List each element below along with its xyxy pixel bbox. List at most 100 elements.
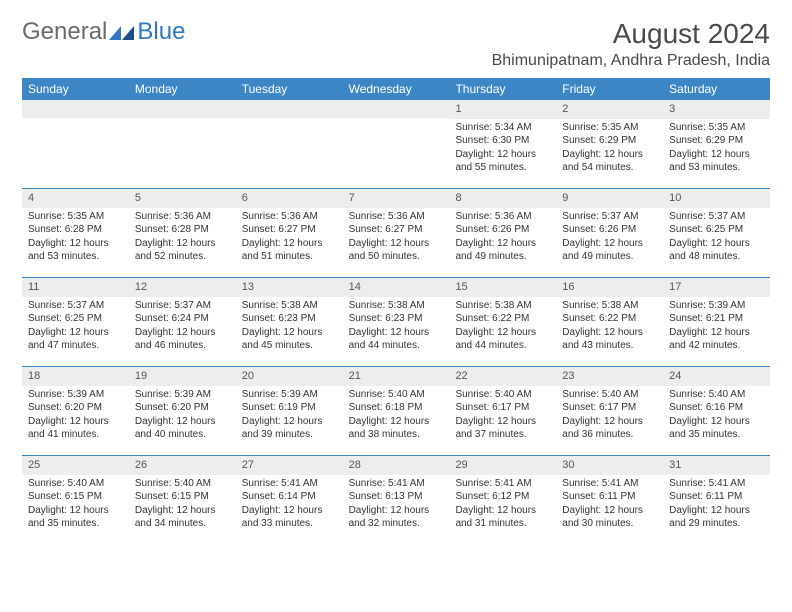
week-row: 25Sunrise: 5:40 AMSunset: 6:15 PMDayligh… [22, 455, 770, 544]
day-number: 15 [449, 278, 556, 297]
sunset-text: Sunset: 6:29 PM [562, 134, 657, 148]
sunrise-text: Sunrise: 5:36 AM [455, 210, 550, 224]
daylight-text: Daylight: 12 hours and 42 minutes. [669, 326, 764, 353]
day-body: Sunrise: 5:36 AMSunset: 6:27 PMDaylight:… [236, 208, 343, 268]
daylight-text: Daylight: 12 hours and 40 minutes. [135, 415, 230, 442]
daylight-text: Daylight: 12 hours and 46 minutes. [135, 326, 230, 353]
sunset-text: Sunset: 6:26 PM [455, 223, 550, 237]
daylight-text: Daylight: 12 hours and 41 minutes. [28, 415, 123, 442]
day-body: Sunrise: 5:34 AMSunset: 6:30 PMDaylight:… [449, 119, 556, 179]
day-number: 27 [236, 456, 343, 475]
calendar: Sunday Monday Tuesday Wednesday Thursday… [22, 78, 770, 544]
day-body: Sunrise: 5:37 AMSunset: 6:25 PMDaylight:… [22, 297, 129, 357]
day-cell: 16Sunrise: 5:38 AMSunset: 6:22 PMDayligh… [556, 278, 663, 366]
day-body: Sunrise: 5:37 AMSunset: 6:26 PMDaylight:… [556, 208, 663, 268]
sunset-text: Sunset: 6:22 PM [562, 312, 657, 326]
day-number: 23 [556, 367, 663, 386]
sunset-text: Sunset: 6:20 PM [135, 401, 230, 415]
sunrise-text: Sunrise: 5:40 AM [28, 477, 123, 491]
daylight-text: Daylight: 12 hours and 53 minutes. [28, 237, 123, 264]
day-number: 4 [22, 189, 129, 208]
sunset-text: Sunset: 6:30 PM [455, 134, 550, 148]
sunset-text: Sunset: 6:21 PM [669, 312, 764, 326]
day-number: 21 [343, 367, 450, 386]
day-cell: 15Sunrise: 5:38 AMSunset: 6:22 PMDayligh… [449, 278, 556, 366]
daylight-text: Daylight: 12 hours and 30 minutes. [562, 504, 657, 531]
sunrise-text: Sunrise: 5:40 AM [455, 388, 550, 402]
day-cell: 21Sunrise: 5:40 AMSunset: 6:18 PMDayligh… [343, 367, 450, 455]
sunrise-text: Sunrise: 5:37 AM [562, 210, 657, 224]
week-row: 11Sunrise: 5:37 AMSunset: 6:25 PMDayligh… [22, 277, 770, 366]
sunrise-text: Sunrise: 5:34 AM [455, 121, 550, 135]
sunset-text: Sunset: 6:17 PM [455, 401, 550, 415]
day-body: Sunrise: 5:35 AMSunset: 6:29 PMDaylight:… [663, 119, 770, 179]
logo-triangle-icon [109, 22, 135, 42]
day-number: 20 [236, 367, 343, 386]
daylight-text: Daylight: 12 hours and 54 minutes. [562, 148, 657, 175]
sunrise-text: Sunrise: 5:40 AM [135, 477, 230, 491]
daylight-text: Daylight: 12 hours and 50 minutes. [349, 237, 444, 264]
daylight-text: Daylight: 12 hours and 44 minutes. [455, 326, 550, 353]
sunrise-text: Sunrise: 5:37 AM [669, 210, 764, 224]
day-cell: 23Sunrise: 5:40 AMSunset: 6:17 PMDayligh… [556, 367, 663, 455]
day-number: 22 [449, 367, 556, 386]
day-number: 13 [236, 278, 343, 297]
day-body: Sunrise: 5:41 AMSunset: 6:11 PMDaylight:… [663, 475, 770, 535]
daylight-text: Daylight: 12 hours and 36 minutes. [562, 415, 657, 442]
daylight-text: Daylight: 12 hours and 53 minutes. [669, 148, 764, 175]
daylight-text: Daylight: 12 hours and 43 minutes. [562, 326, 657, 353]
day-number: 26 [129, 456, 236, 475]
day-number [236, 100, 343, 118]
sunset-text: Sunset: 6:15 PM [28, 490, 123, 504]
logo-text-blue: Blue [137, 18, 185, 46]
day-number: 5 [129, 189, 236, 208]
sunrise-text: Sunrise: 5:36 AM [349, 210, 444, 224]
daylight-text: Daylight: 12 hours and 37 minutes. [455, 415, 550, 442]
day-cell: 19Sunrise: 5:39 AMSunset: 6:20 PMDayligh… [129, 367, 236, 455]
day-number: 29 [449, 456, 556, 475]
sunset-text: Sunset: 6:15 PM [135, 490, 230, 504]
sunrise-text: Sunrise: 5:39 AM [242, 388, 337, 402]
sunrise-text: Sunrise: 5:35 AM [28, 210, 123, 224]
day-number: 7 [343, 189, 450, 208]
day-of-week-header: Sunday Monday Tuesday Wednesday Thursday… [22, 78, 770, 100]
sunrise-text: Sunrise: 5:38 AM [349, 299, 444, 313]
day-cell [22, 100, 129, 188]
sunset-text: Sunset: 6:24 PM [135, 312, 230, 326]
day-cell: 14Sunrise: 5:38 AMSunset: 6:23 PMDayligh… [343, 278, 450, 366]
day-cell: 1Sunrise: 5:34 AMSunset: 6:30 PMDaylight… [449, 100, 556, 188]
day-body: Sunrise: 5:39 AMSunset: 6:21 PMDaylight:… [663, 297, 770, 357]
day-cell [236, 100, 343, 188]
day-cell: 7Sunrise: 5:36 AMSunset: 6:27 PMDaylight… [343, 189, 450, 277]
logo: General Blue [22, 18, 185, 46]
sunrise-text: Sunrise: 5:36 AM [242, 210, 337, 224]
day-cell: 28Sunrise: 5:41 AMSunset: 6:13 PMDayligh… [343, 456, 450, 544]
day-body: Sunrise: 5:39 AMSunset: 6:20 PMDaylight:… [129, 386, 236, 446]
day-number: 24 [663, 367, 770, 386]
sunrise-text: Sunrise: 5:39 AM [28, 388, 123, 402]
day-number: 3 [663, 100, 770, 119]
day-body: Sunrise: 5:41 AMSunset: 6:11 PMDaylight:… [556, 475, 663, 535]
daylight-text: Daylight: 12 hours and 33 minutes. [242, 504, 337, 531]
day-body: Sunrise: 5:38 AMSunset: 6:22 PMDaylight:… [449, 297, 556, 357]
month-title: August 2024 [492, 18, 770, 50]
sunrise-text: Sunrise: 5:35 AM [562, 121, 657, 135]
sunset-text: Sunset: 6:14 PM [242, 490, 337, 504]
day-cell: 8Sunrise: 5:36 AMSunset: 6:26 PMDaylight… [449, 189, 556, 277]
day-number: 14 [343, 278, 450, 297]
sunrise-text: Sunrise: 5:40 AM [349, 388, 444, 402]
day-number: 2 [556, 100, 663, 119]
day-number: 28 [343, 456, 450, 475]
day-cell: 11Sunrise: 5:37 AMSunset: 6:25 PMDayligh… [22, 278, 129, 366]
daylight-text: Daylight: 12 hours and 44 minutes. [349, 326, 444, 353]
day-body: Sunrise: 5:41 AMSunset: 6:14 PMDaylight:… [236, 475, 343, 535]
dow-tuesday: Tuesday [236, 78, 343, 100]
day-cell: 2 Sunrise: 5:35 AMSunset: 6:29 PMDaylight… [556, 100, 663, 188]
daylight-text: Daylight: 12 hours and 51 minutes. [242, 237, 337, 264]
day-cell [343, 100, 450, 188]
day-cell: 10Sunrise: 5:37 AMSunset: 6:25 PMDayligh… [663, 189, 770, 277]
sunset-text: Sunset: 6:17 PM [562, 401, 657, 415]
day-body: Sunrise: 5:36 AMSunset: 6:26 PMDaylight:… [449, 208, 556, 268]
day-body: Sunrise: 5:40 AMSunset: 6:15 PMDaylight:… [129, 475, 236, 535]
day-body: Sunrise: 5:40 AMSunset: 6:17 PMDaylight:… [556, 386, 663, 446]
